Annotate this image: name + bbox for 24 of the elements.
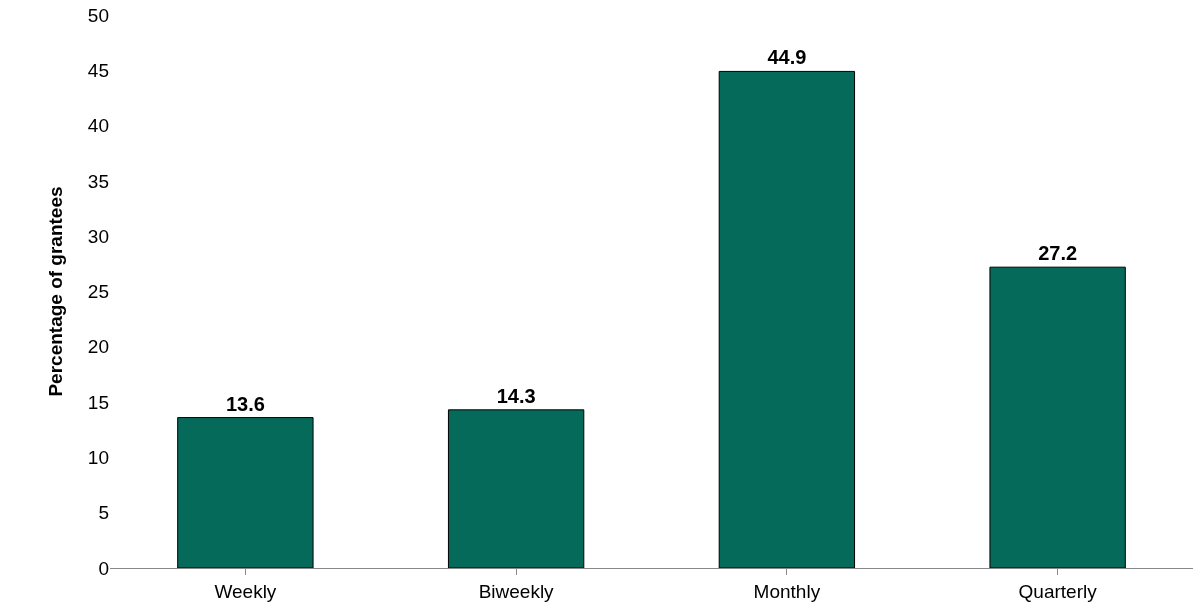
bar xyxy=(447,409,585,568)
y-tick-label: 45 xyxy=(87,59,109,81)
x-tick-label: Monthly xyxy=(753,580,821,602)
y-tick-label: 0 xyxy=(98,557,109,579)
y-axis-title: Percentage of grantees xyxy=(44,186,66,397)
bar xyxy=(177,417,314,568)
y-tick-label: 30 xyxy=(87,225,109,247)
y-tick-label: 10 xyxy=(87,447,109,469)
data-label: 13.6 xyxy=(225,392,265,415)
bar xyxy=(718,70,856,568)
y-tick-label: 40 xyxy=(87,115,109,137)
bar xyxy=(989,266,1126,568)
y-tick-label: 35 xyxy=(87,170,109,192)
y-tick-label: 5 xyxy=(98,502,109,524)
x-tick-label: Weekly xyxy=(214,580,277,602)
y-tick-label: 25 xyxy=(87,281,109,303)
data-label: 44.9 xyxy=(767,46,807,69)
y-tick-label: 15 xyxy=(87,391,109,413)
y-tick-label: 50 xyxy=(87,4,109,26)
y-tick-label: 20 xyxy=(87,336,109,358)
data-label: 14.3 xyxy=(496,384,536,407)
data-label: 27.2 xyxy=(1038,242,1078,265)
x-tick-label: Biweekly xyxy=(478,580,555,602)
x-tick-label: Quarterly xyxy=(1018,580,1098,602)
